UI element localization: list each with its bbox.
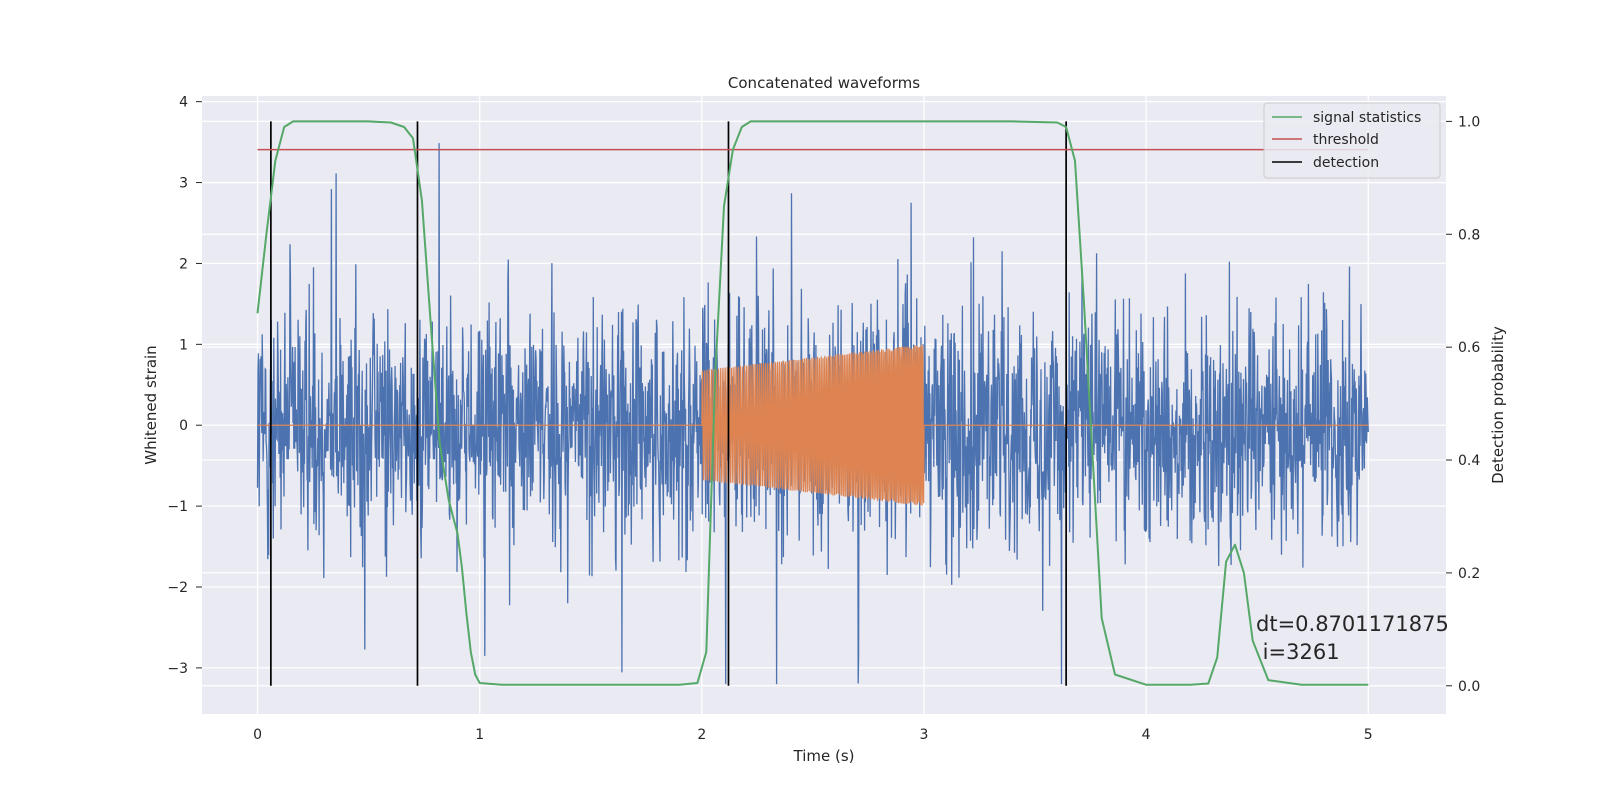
annotation-i: i=3261 (1256, 640, 1340, 664)
y2-tick-labels: 0.0 0.2 0.4 0.6 0.8 1.0 (1446, 114, 1480, 695)
y-tick-label: −3 (167, 661, 188, 677)
annotation-dt: dt=0.8701171875 (1256, 612, 1449, 636)
legend: signal statistics threshold detection (1263, 102, 1441, 179)
x-tick-label: 2 (697, 727, 706, 743)
x-tick-label: 5 (1364, 727, 1373, 743)
y2-tick-label: 1.0 (1458, 114, 1480, 130)
x-tick-label: 4 (1142, 727, 1151, 743)
x-tick-label: 3 (920, 727, 929, 743)
x-tick-labels: 0 1 2 3 4 5 (253, 727, 1373, 743)
y-tick-label: 3 (179, 176, 188, 192)
y-tick-label: 4 (179, 95, 188, 111)
y-tick-label: 2 (179, 256, 188, 272)
x-tick-label: 1 (475, 727, 484, 743)
y-tick-label: −2 (167, 580, 188, 596)
injection-series-line (257, 344, 1369, 506)
x-axis-label: Time (s) (793, 747, 855, 765)
y-tick-labels: −3 −2 −1 0 1 2 3 4 (167, 95, 202, 677)
plot-area (256, 120, 1369, 686)
y2-tick-label: 0.2 (1458, 566, 1480, 582)
y-tick-label: 1 (179, 337, 188, 353)
y2-tick-label: 0.0 (1458, 679, 1480, 695)
x-tick-label: 0 (253, 727, 262, 743)
legend-label-threshold: threshold (1313, 132, 1379, 148)
y2-tick-label: 0.6 (1458, 340, 1480, 356)
y2-tick-label: 0.8 (1458, 227, 1480, 243)
y-tick-label: 0 (179, 418, 188, 434)
chart-title: Concatenated waveforms (728, 74, 920, 92)
y2-tick-label: 0.4 (1458, 453, 1480, 469)
y-tick-label: −1 (167, 499, 188, 515)
signal-statistics-line (256, 120, 1369, 686)
legend-box (1263, 102, 1441, 179)
y-axis-label: Whitened strain (142, 345, 160, 464)
legend-label-signal-statistics: signal statistics (1313, 110, 1421, 126)
legend-label-detection: detection (1313, 155, 1379, 171)
y2-axis-label: Detection probability (1489, 326, 1507, 484)
